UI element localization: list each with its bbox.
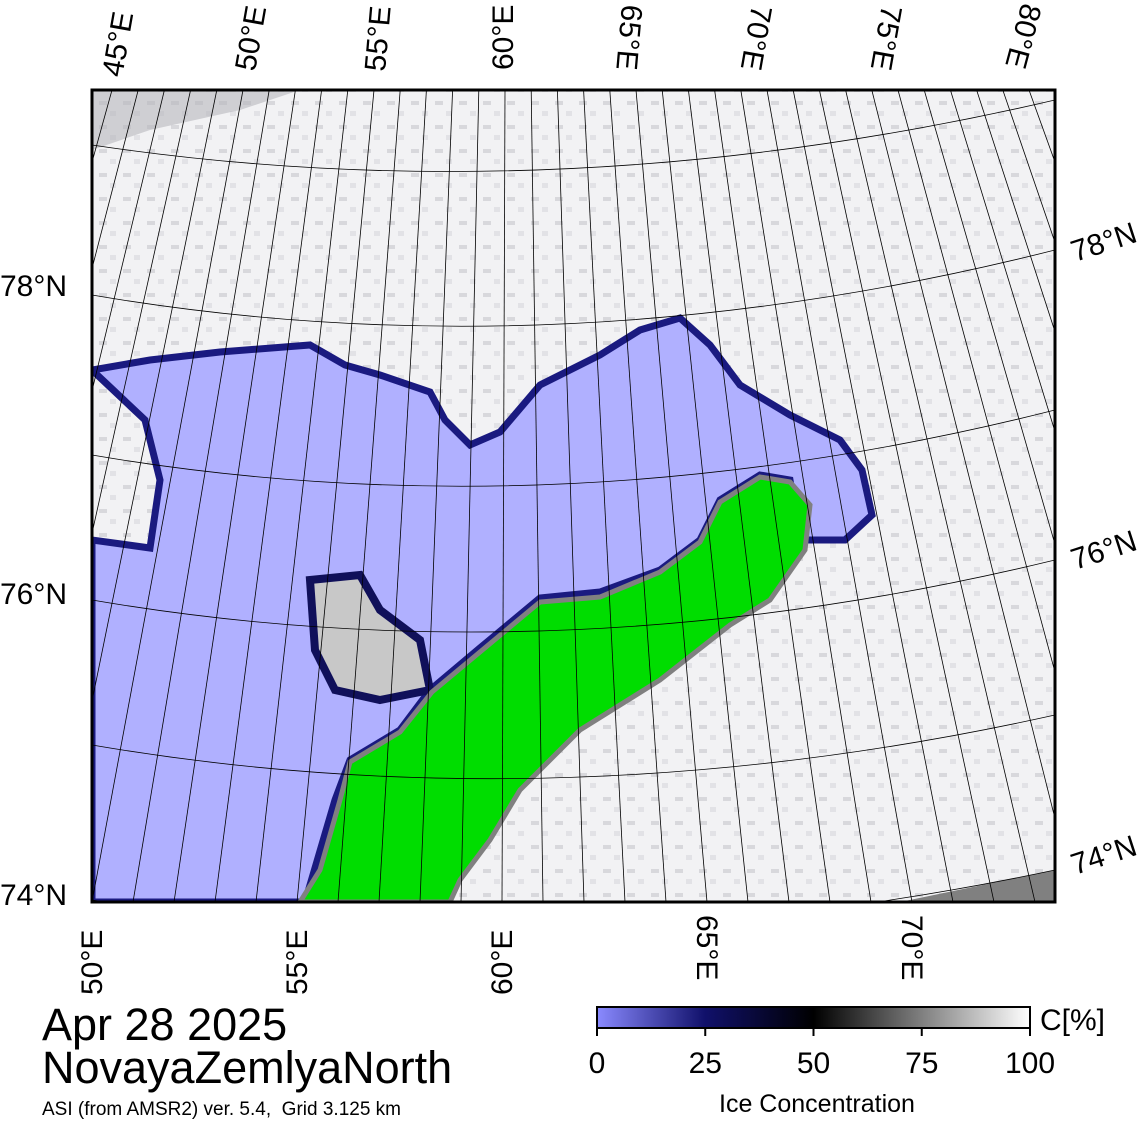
meridian (845, 90, 1036, 902)
meridian (923, 90, 1055, 546)
source: ASI (from AMSR2) ver. 5.4, Grid 3.125 km (42, 1099, 401, 1120)
lon-label: 65°E (609, 3, 648, 71)
lon-label: 60°E (486, 930, 519, 995)
meridian (792, 90, 954, 902)
graticule (0, 90, 1147, 902)
meridian (0, 90, 60, 902)
lat-label: 78°N (0, 270, 67, 303)
meridian (1081, 90, 1147, 902)
meridian (1002, 90, 1055, 244)
lat-label: 74°N (0, 879, 67, 912)
meridian (1054, 90, 1055, 91)
lon-label: 50°E (76, 930, 109, 995)
left-labels: 78°N 76°N 74°N (0, 270, 67, 912)
meridian (766, 90, 913, 902)
lat-label: 76°N (0, 578, 67, 611)
meridian (688, 90, 790, 902)
land-novaya-zemlya (297, 474, 813, 902)
lon-label: 70°E (734, 3, 778, 73)
colorbar-tick-label: 0 (589, 1047, 606, 1080)
parallel (92, 409, 1055, 487)
colorbar-tick-label: 100 (1005, 1047, 1055, 1080)
meridian (714, 90, 831, 902)
lon-label: 80°E (998, 0, 1047, 72)
bottom-labels: 50°E 55°E 60°E 65°E 70°E (76, 915, 928, 995)
meridian (740, 90, 872, 902)
colorbar-tick-label: 75 (905, 1047, 938, 1080)
meridian (501, 90, 506, 902)
colorbar-gradient (596, 1006, 1031, 1029)
meridian (214, 90, 322, 902)
meridian (1134, 90, 1147, 902)
meridian (871, 90, 1055, 821)
right-labels: 78°N 76°N 74°N (1067, 217, 1141, 882)
meridian (337, 90, 401, 902)
lon-label: 55°E (281, 930, 314, 995)
meridian (92, 90, 165, 393)
meridian (635, 90, 708, 902)
meridian (819, 90, 995, 902)
meridian (609, 90, 667, 902)
ice-patch (305, 570, 435, 705)
meridian (296, 90, 375, 902)
lat-label: 76°N (1067, 525, 1141, 577)
meridian (419, 90, 453, 902)
meridian (0, 90, 86, 902)
colorbar: C[%] Ice Concentration 0 25 50 75 100 (589, 1004, 1105, 1118)
region: NovayaZemlyaNorth (42, 1042, 452, 1093)
meridian (255, 90, 349, 902)
colorbar-label: Ice Concentration (719, 1090, 915, 1118)
lon-label: 65°E (690, 915, 723, 980)
parallel (92, 99, 1055, 172)
meridian (897, 90, 1055, 674)
meridian (661, 90, 749, 902)
lon-label: 75°E (864, 3, 908, 73)
colorbar-tick-label: 25 (689, 1047, 722, 1080)
meridian (976, 90, 1055, 333)
parallel (92, 559, 1055, 633)
lat-label: 74°N (1067, 830, 1141, 882)
lon-label: 50°E (229, 3, 273, 73)
colorbar-tick-label: 50 (797, 1047, 830, 1080)
meridian (92, 90, 218, 704)
lat-label: 78°N (1067, 217, 1141, 269)
lon-label: 55°E (359, 5, 398, 73)
date: Apr 28 2025 (42, 999, 287, 1050)
lon-label: 70°E (895, 915, 928, 980)
meridian (583, 90, 626, 902)
meridian (92, 90, 191, 536)
meridian (132, 90, 270, 902)
meridian (378, 90, 427, 902)
meridian (1108, 90, 1147, 902)
meridian (173, 90, 296, 902)
parallel (92, 249, 1055, 327)
top-labels: 45°E 50°E 55°E 60°E 65°E 70°E 75°E 80°E (96, 0, 1047, 79)
parallel (92, 714, 1055, 780)
map-area (0, 90, 1147, 902)
lon-label: 60°E (487, 5, 520, 70)
map-frame (90, 88, 1057, 904)
colorbar-unit: C[%] (1040, 1004, 1105, 1037)
meridian (92, 90, 139, 271)
meridian (950, 90, 1055, 434)
meridian (557, 90, 585, 902)
lon-label: 45°E (96, 9, 140, 79)
meridian (530, 90, 544, 902)
ice-texture (92, 90, 300, 150)
meridian (460, 90, 480, 902)
meridian (92, 90, 244, 902)
